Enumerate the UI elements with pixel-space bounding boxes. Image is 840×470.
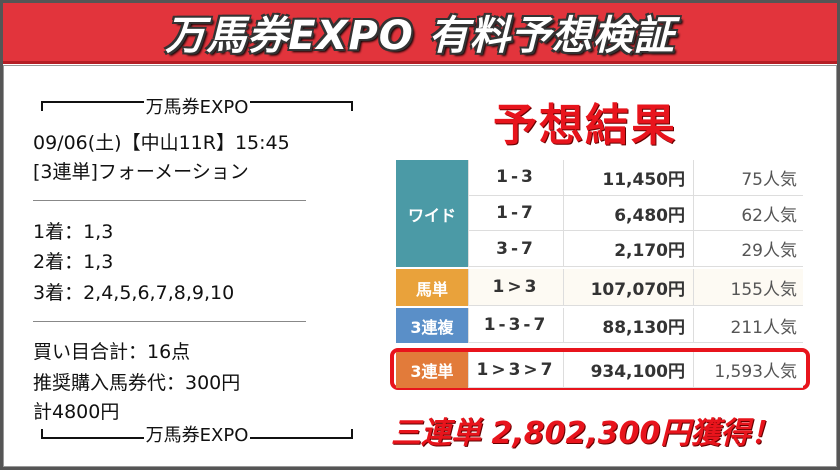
combination: 1-7 [468,195,563,232]
result-row: 1-3-7 88,130円 211人気 [468,308,803,343]
payout: 11,450円 [563,160,693,196]
bet-type: 3連単 [396,352,468,388]
combination: 1-3-7 [468,308,563,343]
highlight [390,348,810,390]
combination: 1-3 [468,160,563,196]
result-row: 1>3 107,070円 155人気 [468,269,803,306]
result-title: 予想結果 [493,100,677,151]
bet-type: 馬単 [396,269,468,306]
pick: 1着：1,3 [33,221,114,243]
combination: 1>3>7 [468,352,563,388]
payout: 88,130円 [563,308,693,343]
total: 計4800円 [33,401,120,423]
total: 推奨購入馬券代：300円 [33,372,241,394]
payout: 6,480円 [563,195,693,232]
result-group: 3連複 1-3-7 88,130円 211人気 [396,308,803,343]
summary: 三連単 2,802,300円獲得！ [391,416,781,451]
payout: 2,170円 [563,231,693,268]
result-row: 1>3>7 934,100円 1,593人気 [468,352,803,388]
popularity: 62人気 [693,195,803,232]
ticket-top: 万馬券EXPO [41,97,354,118]
combination: 3-7 [468,231,563,268]
combination: 1>3 [468,269,563,306]
header: 万馬券EXPO 有料予想検証 [3,3,837,64]
separator [33,321,306,322]
popularity: 75人気 [693,160,803,196]
result-row: 3-7 2,170円 29人気 [468,231,803,268]
pick: 3着：2,4,5,6,7,8,9,10 [33,282,235,304]
result-group: ワイド 1-3 11,450円 75人気 1-7 6,480円 62人気 3-7 2,170円 2… [396,160,803,268]
pick: 2着：1,3 [33,251,114,273]
popularity: 29人気 [693,231,803,268]
ticket-line: [3連単]フォーメーション [33,161,249,183]
result-row: 1-7 6,480円 62人気 [468,195,803,232]
ticket-bottom-label: 万馬券EXPO [145,425,249,446]
payout: 934,100円 [563,352,693,388]
popularity: 1,593人気 [693,352,803,388]
ticket-bottom: 万馬券EXPO [41,425,354,446]
result-group: 3連単 1>3>7 934,100円 1,593人気 [396,352,803,388]
payout: 107,070円 [563,269,693,306]
separator [33,200,306,201]
result-group: 馬単 1>3 107,070円 155人気 [396,269,803,306]
content [3,65,837,467]
header-title: 万馬券EXPO 有料予想検証 [165,13,675,59]
total: 買い目合計：16点 [33,341,191,363]
bet-type: 3連複 [396,308,468,343]
popularity: 211人気 [693,308,803,343]
result-row: 1-3 11,450円 75人気 [468,160,803,196]
popularity: 155人気 [693,269,803,306]
ticket-line: 09/06(土)【中山11R】15:45 [33,132,290,154]
bet-type: ワイド [396,160,468,268]
ticket-top-label: 万馬券EXPO [145,97,249,118]
